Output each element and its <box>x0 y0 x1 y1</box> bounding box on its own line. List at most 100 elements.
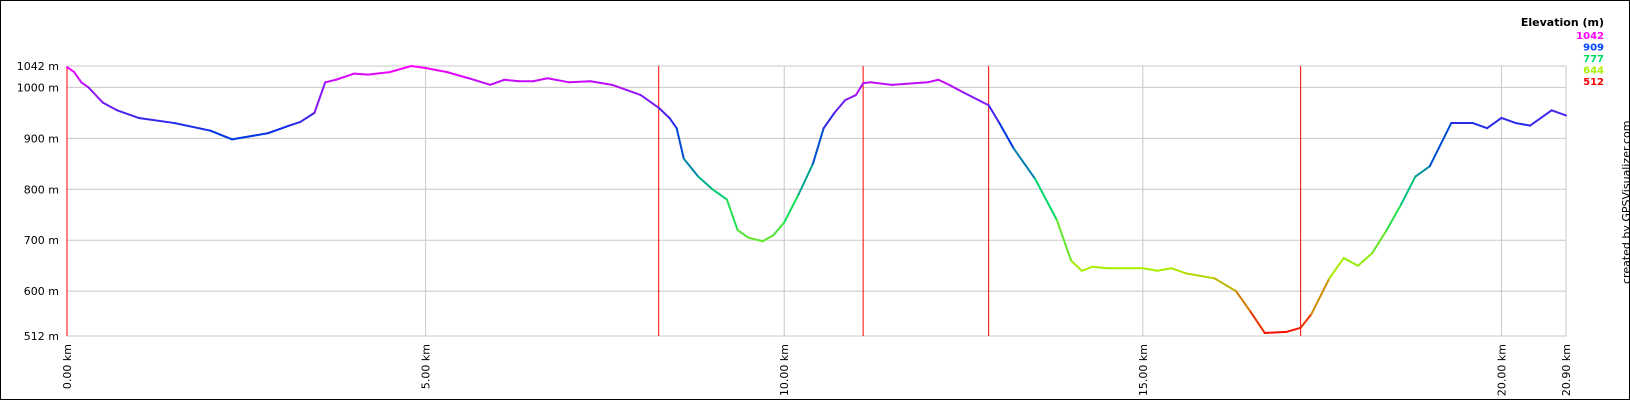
elevation-segment <box>1156 267 1173 272</box>
elevation-segment <box>467 77 492 86</box>
x-tick-label: 20.00 km <box>1495 344 1508 396</box>
elevation-segment <box>1500 116 1517 125</box>
elevation-segment <box>747 236 764 243</box>
y-tick-label: 700 m <box>24 234 59 247</box>
elevation-segment <box>962 91 990 107</box>
elevation-segment <box>625 88 642 97</box>
elevation-segment <box>230 132 269 141</box>
elevation-segment <box>844 94 857 102</box>
elevation-segment <box>772 221 786 237</box>
elevation-segment <box>66 66 76 74</box>
y-tick-label: 900 m <box>24 132 59 145</box>
elevation-segment <box>266 124 291 135</box>
elevation-segment <box>937 78 951 86</box>
elevation-segment <box>1328 257 1345 280</box>
elevation-segment <box>998 122 1015 150</box>
elevation-segment <box>811 127 825 165</box>
y-tick-label: 1000 m <box>17 81 59 94</box>
elevation-segment <box>783 193 800 224</box>
elevation-segment <box>797 162 814 196</box>
elevation-segment <box>611 83 628 91</box>
elevation-segment <box>173 122 212 132</box>
elevation-segment <box>869 81 893 86</box>
y-tick-label: 1042 m <box>17 60 59 73</box>
legend-entry: 1042 <box>1576 31 1604 42</box>
elevation-segment <box>137 116 176 125</box>
x-tick-label: 20.90 km <box>1560 344 1573 396</box>
y-tick-label: 800 m <box>24 183 59 196</box>
elevation-segment <box>1070 259 1083 272</box>
credit-text: created by GPSVisualizer.com <box>1620 121 1630 284</box>
grid <box>66 65 1567 337</box>
elevation-segment <box>1213 277 1238 293</box>
elevation-segment <box>1471 122 1489 130</box>
elevation-segment <box>116 109 140 119</box>
elevation-line <box>66 65 1567 334</box>
elevation-segment <box>1428 122 1453 168</box>
elevation-segment <box>410 65 427 70</box>
elevation-segment <box>424 67 449 74</box>
elevation-segment <box>568 80 592 84</box>
elevation-segment <box>725 198 739 232</box>
elevation-segment <box>926 78 940 84</box>
elevation-segment <box>73 71 83 84</box>
elevation-segment <box>1249 310 1266 334</box>
y-tick-label: 512 m <box>24 330 59 343</box>
markers <box>66 66 1302 336</box>
elevation-segment <box>1091 265 1108 270</box>
elevation-segment <box>1529 109 1553 127</box>
elevation-segment <box>209 129 233 141</box>
elevation-segment <box>489 78 506 86</box>
elevation-segment <box>890 81 929 86</box>
elevation-segment <box>668 116 678 130</box>
elevation-segment <box>948 83 965 94</box>
elevation-segment <box>352 72 370 76</box>
elevation-segment <box>833 99 847 114</box>
elevation-segment <box>101 101 119 112</box>
elevation-segment <box>1371 229 1388 254</box>
elevation-segment <box>987 104 1001 125</box>
elevation-segment <box>1285 326 1302 333</box>
elevation-segment <box>711 188 728 201</box>
elevation-segment <box>1055 218 1073 262</box>
elevation-segment <box>1486 116 1503 130</box>
elevation-segment <box>388 65 413 74</box>
elevation-segment <box>87 86 104 104</box>
legend-title: Elevation (m) <box>1521 16 1604 29</box>
elevation-segment <box>1400 175 1417 206</box>
elevation-segment <box>736 229 750 239</box>
legend-entry: 777 <box>1583 54 1604 65</box>
legend-entry: 512 <box>1583 77 1604 88</box>
elevation-segment <box>1263 330 1288 334</box>
elevation-segment <box>1414 165 1431 178</box>
elevation-segment <box>334 72 355 81</box>
elevation-segment <box>639 94 660 109</box>
elevation-segment <box>1299 313 1313 329</box>
elevation-segment <box>80 81 90 89</box>
elevation-segment <box>675 127 685 160</box>
y-tick-label: 600 m <box>24 285 59 298</box>
elevation-segment <box>589 80 614 86</box>
plot-area <box>66 65 1567 337</box>
elevation-segment <box>1550 109 1567 117</box>
elevation-segment <box>862 81 872 85</box>
elevation-segment <box>1514 122 1532 127</box>
elevation-segment <box>1080 265 1094 272</box>
elevation-segment <box>1342 257 1360 267</box>
elevation-segment <box>367 71 391 76</box>
x-tick-label: 0.00 km <box>61 344 74 389</box>
elevation-segment <box>324 78 337 84</box>
elevation-segment <box>288 121 302 127</box>
elevation-segment <box>1235 290 1252 313</box>
elevation-segment <box>1357 251 1374 267</box>
elevation-segment <box>1310 277 1331 316</box>
elevation-segment <box>657 106 671 119</box>
x-tick-label: 10.00 km <box>778 344 791 396</box>
elevation-segment <box>503 78 520 83</box>
x-tick-label: 5.00 km <box>420 344 433 389</box>
elevation-segment <box>697 175 714 191</box>
elevation-segment <box>1034 178 1058 221</box>
elevation-segment <box>682 157 700 178</box>
